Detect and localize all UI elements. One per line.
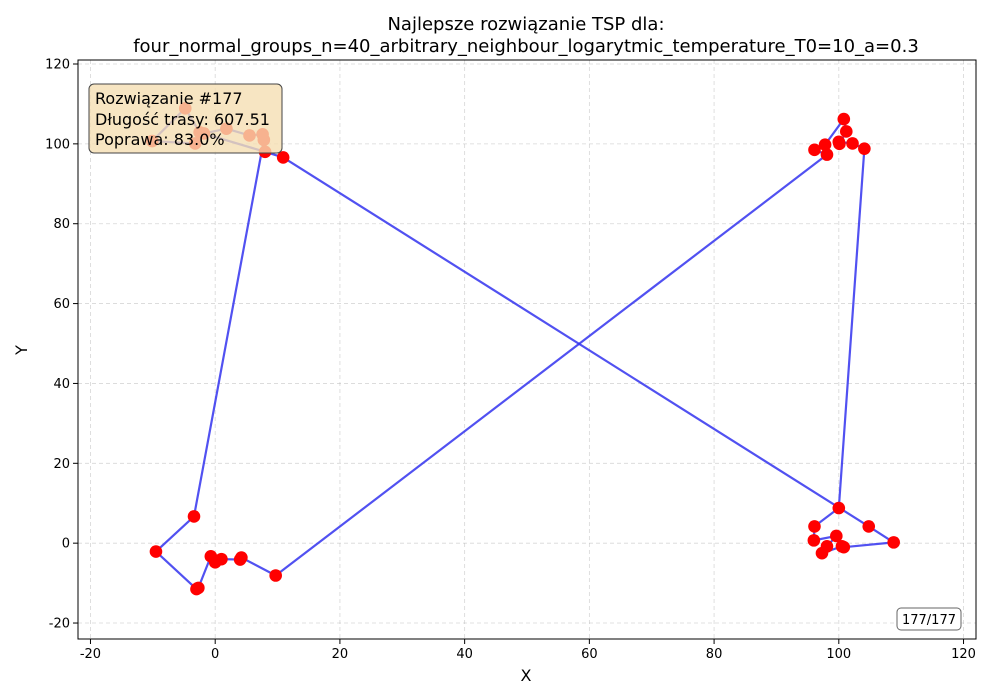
city-point (833, 137, 846, 151)
x-tick-label: 0 (211, 647, 219, 662)
city-point (190, 582, 203, 596)
x-tick-label: -20 (80, 647, 101, 662)
route-segment (154, 550, 198, 591)
city-point (887, 536, 900, 549)
city-point (269, 569, 282, 582)
chart-title-line2: four_normal_groups_n=40_arbitrary_neighb… (133, 36, 919, 57)
x-tick-label: 40 (456, 647, 473, 662)
x-axis-label: X (521, 666, 532, 685)
y-tick-label: -20 (49, 617, 70, 632)
chart-title-line1: Najlepsze rozwiązanie TSP dla: (387, 14, 664, 35)
info-length-text: Długość trasy: 607.51 (95, 110, 270, 129)
route-segment (154, 515, 196, 553)
city-point (807, 534, 821, 547)
city-point (862, 520, 876, 533)
route-segment (240, 556, 277, 577)
city-point (820, 148, 834, 161)
city-point (276, 151, 290, 164)
city-point (837, 112, 851, 126)
city-point (846, 137, 859, 150)
city-point (839, 125, 853, 138)
route-segment (274, 153, 829, 577)
x-tick-label: 60 (581, 647, 598, 662)
y-tick-label: 0 (62, 537, 70, 552)
route-segment (282, 156, 870, 528)
y-tick-label: 120 (45, 57, 70, 72)
route-segment (842, 541, 895, 549)
y-tick-label: 80 (53, 217, 70, 232)
x-tick-label: 100 (826, 647, 851, 662)
y-tick-label: 100 (45, 137, 70, 152)
city-point (832, 501, 846, 515)
city-point (233, 553, 247, 566)
plot-frame (77, 59, 977, 640)
city-point (808, 520, 821, 533)
city-point (204, 550, 218, 563)
counter-box: 177/177 (896, 607, 962, 631)
city-point (820, 540, 834, 553)
city-point (818, 138, 832, 151)
y-tick-label: 40 (53, 377, 70, 392)
city-point (835, 540, 849, 553)
city-point (858, 142, 871, 155)
x-tick-label: 80 (706, 647, 723, 662)
city-point (149, 545, 163, 558)
route-segment (192, 138, 265, 518)
route-segment (837, 147, 866, 510)
city-point (187, 510, 201, 523)
counter-text: 177/177 (902, 613, 956, 628)
route-lines (151, 107, 895, 591)
info-box: Rozwiązanie #177 Długość trasy: 607.51 P… (88, 83, 283, 154)
y-tick-label: 60 (53, 297, 70, 312)
axis-ticks: -20 0 20 40 60 80 100 120 -20 0 20 40 60 80 100 120 (45, 57, 976, 662)
y-axis-label: Y (12, 345, 31, 356)
info-improvement-text: Poprawa: 83.0% (95, 130, 225, 149)
x-tick-label: 120 (951, 647, 976, 662)
city-point (808, 143, 821, 157)
x-tick-label: 20 (332, 647, 349, 662)
city-point (830, 529, 843, 543)
info-solution-text: Rozwiązanie #177 (95, 89, 243, 108)
y-tick-label: 20 (53, 457, 70, 472)
city-points (145, 102, 900, 596)
